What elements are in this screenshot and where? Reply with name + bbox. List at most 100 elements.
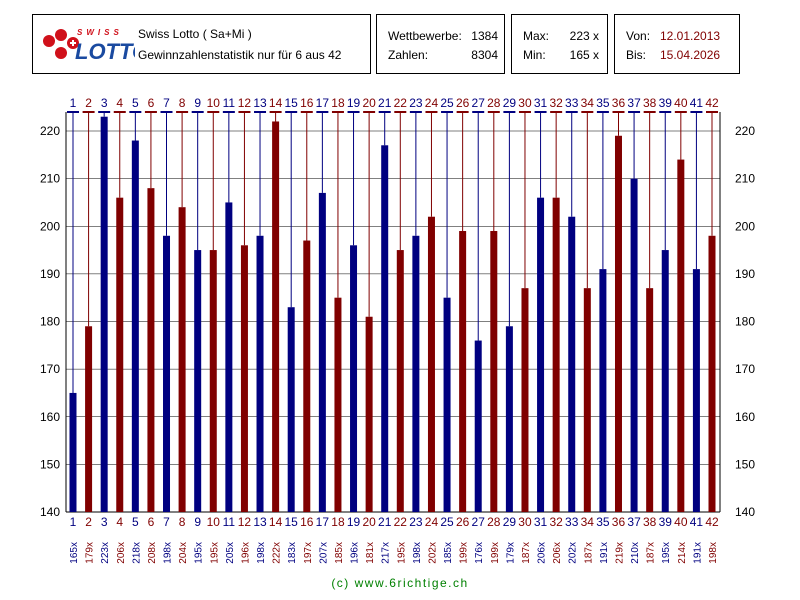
bar	[412, 235, 420, 512]
bar	[178, 207, 186, 512]
minmax-box: Max: 223 x Min: 165 x	[511, 14, 608, 74]
von-date: 12.01.2013	[660, 29, 721, 43]
category-label-bottom: 37	[627, 515, 641, 529]
category-label-top: 8	[179, 96, 186, 110]
zahlen-value: 8304	[471, 48, 498, 62]
value-label: 165x	[69, 542, 80, 564]
bar	[272, 121, 280, 512]
category-label-bottom: 14	[269, 515, 283, 529]
category-label-top: 33	[565, 96, 579, 110]
y-tick-label-right: 170	[735, 362, 755, 376]
category-label-top: 21	[378, 96, 392, 110]
bar	[256, 235, 264, 512]
bar	[427, 216, 435, 512]
value-label: 206x	[552, 542, 563, 564]
bar	[474, 340, 482, 512]
category-label-bottom: 2	[85, 515, 92, 529]
bar	[225, 202, 233, 512]
category-label-top: 17	[316, 96, 330, 110]
category-label-bottom: 30	[518, 515, 532, 529]
value-label: 187x	[646, 542, 657, 564]
category-label-top: 36	[612, 96, 626, 110]
category-label-bottom: 16	[300, 515, 314, 529]
value-label: 179x	[505, 542, 516, 564]
app-title: Swiss Lotto ( Sa+Mi )	[138, 27, 252, 41]
category-label-bottom: 20	[362, 515, 376, 529]
value-label: 195x	[194, 542, 205, 564]
bar	[521, 288, 529, 512]
min-label: Min:	[523, 48, 546, 62]
value-label: 196x	[240, 542, 251, 564]
y-tick-label-left: 140	[40, 505, 60, 519]
title-box: SWISS LOTTO Swiss Lotto ( Sa+Mi ) Gewinn…	[32, 14, 371, 74]
value-label: 198x	[412, 542, 423, 564]
bar	[194, 250, 202, 512]
category-label-bottom: 9	[194, 515, 201, 529]
category-label-bottom: 32	[549, 515, 563, 529]
value-label: 217x	[381, 542, 392, 564]
value-label: 208x	[147, 542, 158, 564]
y-tick-label-left: 210	[40, 172, 60, 186]
category-label-top: 32	[549, 96, 563, 110]
y-tick-label-right: 150	[735, 457, 755, 471]
category-label-top: 2	[85, 96, 92, 110]
bar	[209, 250, 217, 512]
category-label-bottom: 4	[116, 515, 123, 529]
category-label-top: 16	[300, 96, 314, 110]
category-label-top: 42	[705, 96, 719, 110]
category-label-top: 9	[194, 96, 201, 110]
value-label: 187x	[583, 542, 594, 564]
value-label: 187x	[521, 542, 532, 564]
category-label-bottom: 35	[596, 515, 610, 529]
category-label-top: 25	[440, 96, 454, 110]
category-label-bottom: 26	[456, 515, 470, 529]
bar	[116, 197, 124, 513]
max-label: Max:	[523, 29, 550, 43]
category-label-bottom: 34	[581, 515, 595, 529]
category-label-bottom: 41	[690, 515, 704, 529]
y-tick-label-right: 160	[735, 410, 755, 424]
value-label: 183x	[287, 542, 298, 564]
bar	[350, 245, 358, 513]
category-label-bottom: 40	[674, 515, 688, 529]
category-label-bottom: 15	[285, 515, 299, 529]
category-label-bottom: 42	[705, 515, 719, 529]
value-label: 206x	[537, 542, 548, 564]
value-label: 223x	[100, 542, 111, 564]
bar	[396, 250, 404, 512]
bar	[459, 231, 467, 512]
bar	[85, 326, 93, 512]
category-label-bottom: 23	[409, 515, 423, 529]
value-label: 195x	[396, 542, 407, 564]
category-label-bottom: 1	[70, 515, 77, 529]
category-label-bottom: 10	[207, 515, 221, 529]
category-label-top: 22	[394, 96, 408, 110]
category-label-top: 1	[70, 96, 77, 110]
y-tick-label-right: 140	[735, 505, 755, 519]
category-label-top: 30	[518, 96, 532, 110]
category-label-top: 20	[362, 96, 376, 110]
value-label: 222x	[272, 542, 283, 564]
category-label-top: 24	[425, 96, 439, 110]
bar	[630, 178, 638, 512]
value-label: 207x	[318, 542, 329, 564]
y-tick-label-right: 190	[735, 267, 755, 281]
category-label-top: 35	[596, 96, 610, 110]
value-label: 196x	[350, 542, 361, 564]
category-label-bottom: 12	[238, 515, 252, 529]
category-label-bottom: 29	[503, 515, 517, 529]
category-label-bottom: 33	[565, 515, 579, 529]
category-label-bottom: 38	[643, 515, 657, 529]
value-label: 198x	[708, 542, 719, 564]
bar	[646, 288, 654, 512]
bar	[708, 235, 716, 512]
category-label-bottom: 7	[163, 515, 170, 529]
bis-date: 15.04.2026	[660, 48, 721, 62]
category-label-bottom: 6	[148, 515, 155, 529]
value-label: 181x	[365, 542, 376, 564]
category-label-bottom: 39	[659, 515, 673, 529]
category-label-top: 29	[503, 96, 517, 110]
bar	[552, 197, 560, 513]
category-label-bottom: 31	[534, 515, 548, 529]
category-label-bottom: 21	[378, 515, 392, 529]
